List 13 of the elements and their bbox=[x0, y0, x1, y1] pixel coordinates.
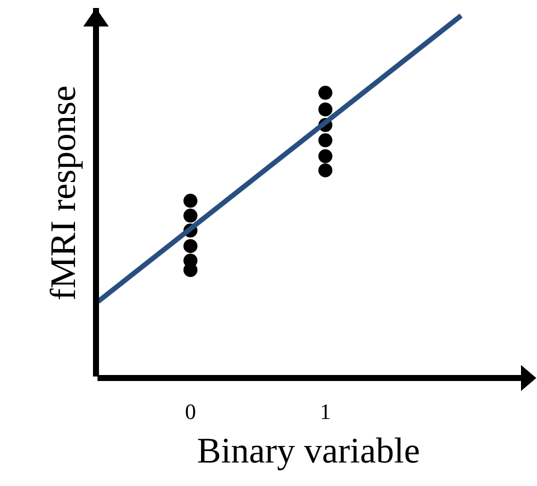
point bbox=[318, 86, 332, 100]
point bbox=[183, 263, 198, 278]
point bbox=[183, 239, 198, 254]
point bbox=[183, 194, 198, 208]
x-axis-title: Binary variable bbox=[197, 430, 420, 471]
point bbox=[183, 208, 198, 223]
x-tick-label: 0 bbox=[184, 399, 196, 424]
point bbox=[318, 102, 332, 116]
point bbox=[318, 149, 332, 164]
point bbox=[318, 163, 332, 178]
point bbox=[318, 133, 332, 148]
y-axis-title: fMRI response bbox=[42, 86, 83, 300]
x-tick-label: 1 bbox=[320, 399, 331, 424]
